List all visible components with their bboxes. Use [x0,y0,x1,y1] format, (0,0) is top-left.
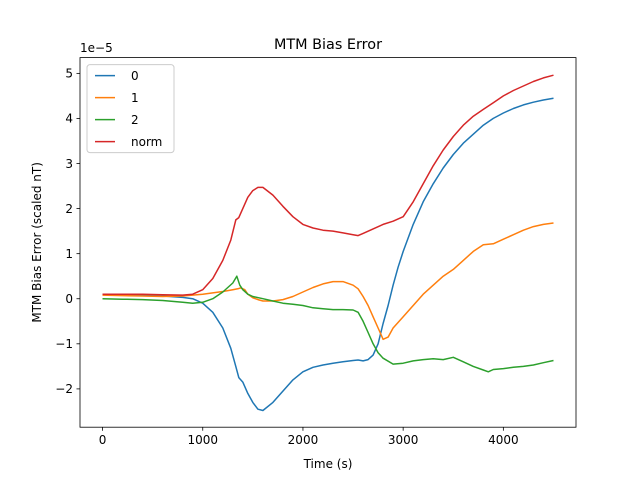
x-axis-label: Time (s) [303,457,353,471]
legend-label-2: 2 [131,113,139,127]
y-tick-label: −2 [55,382,73,396]
plot-area [102,74,554,412]
series-line-1 [102,222,554,341]
y-tick-label: 0 [65,292,73,306]
y-tick-label: 2 [65,202,73,216]
y-tick-label: 1 [65,247,73,261]
y-scale-offset-label: 1e−5 [80,41,113,55]
series-line-norm [102,74,554,296]
x-axis: 0 1000 2000 3000 4000 [99,427,519,447]
x-tick-label: 0 [99,433,107,447]
y-tick-label: 4 [65,112,73,126]
x-tick-label: 2000 [288,433,319,447]
legend-label-1: 1 [131,91,139,105]
y-tick-label: 3 [65,157,73,171]
y-axis-label: MTM Bias Error (scaled nT) [30,162,44,323]
series-line-2 [102,275,554,373]
legend-label-0: 0 [131,69,139,83]
legend-box [86,64,175,154]
y-axis: −2 −1 0 1 2 3 4 5 [55,67,80,396]
x-tick-label: 3000 [388,433,419,447]
y-tick-label: 5 [65,67,73,81]
chart-title: MTM Bias Error [274,37,382,53]
axes-frame [79,57,577,428]
x-tick-label: 4000 [488,433,519,447]
legend: 0 1 2 norm [86,64,175,154]
legend-label-norm: norm [131,135,162,149]
x-tick-label: 1000 [187,433,218,447]
y-tick-label: −1 [55,337,73,351]
series-line-0 [102,97,554,412]
